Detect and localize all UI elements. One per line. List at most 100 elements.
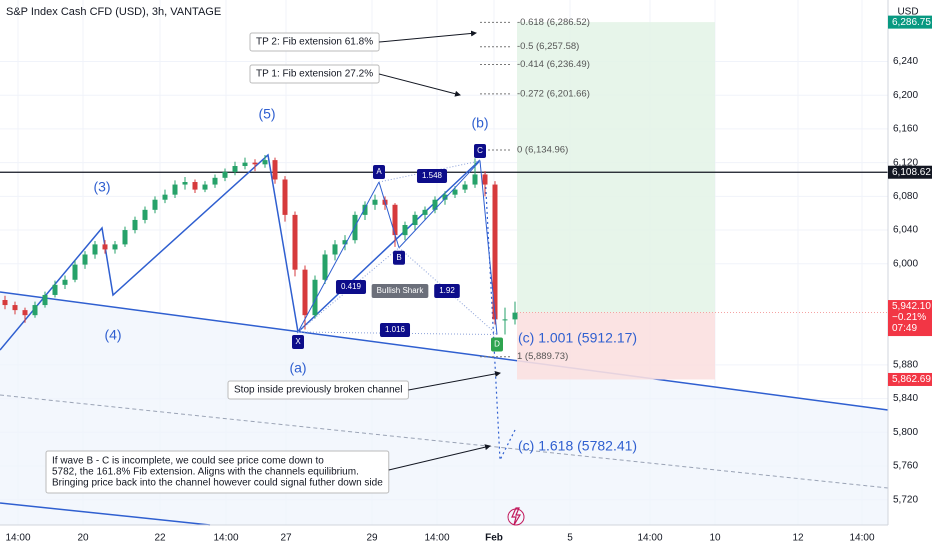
price-badge-label: 5,942.10 bbox=[892, 301, 931, 312]
candle-body bbox=[322, 254, 328, 280]
candle-body bbox=[292, 214, 298, 270]
pattern-point-label: B bbox=[396, 253, 401, 262]
pattern-leg bbox=[398, 160, 481, 249]
pattern-ratio-line bbox=[297, 247, 400, 333]
pattern-ratio-line bbox=[398, 247, 498, 335]
pattern-point bbox=[292, 335, 304, 350]
x-tick-label: 12 bbox=[792, 533, 804, 544]
channel-mid bbox=[0, 394, 889, 489]
currency: USD bbox=[897, 7, 918, 18]
plot: -0.618 (6,286.52) -0.5 (6,257.58) -0.414 (… bbox=[2, 17, 637, 494]
chart-title: S&P Index Cash CFD (USD), 3h, VANTAGE bbox=[6, 6, 221, 18]
candle-body bbox=[212, 177, 218, 185]
price-badge-label: 6,108.62 bbox=[892, 167, 931, 178]
wave-label: (3) bbox=[93, 179, 110, 195]
bar-countdown: 07:49 bbox=[892, 323, 917, 334]
candle-body bbox=[192, 182, 198, 190]
candle-body bbox=[42, 294, 48, 306]
event-icon-ring bbox=[507, 508, 525, 526]
note-line: 5782, the 161.8% Fib extension. Aligns w… bbox=[52, 467, 359, 478]
candle-body bbox=[92, 244, 98, 255]
pattern-point-label: D bbox=[494, 340, 500, 349]
y-tick-label: 5,760 bbox=[893, 461, 918, 472]
candle-body bbox=[462, 184, 468, 190]
profit-zone bbox=[517, 22, 715, 313]
pattern-ratio-box bbox=[416, 169, 448, 183]
candle-body bbox=[422, 209, 428, 215]
callout-arrow bbox=[378, 73, 461, 97]
wave-label: (c) 1.618 (5782.41) bbox=[518, 438, 637, 454]
x-tick-label: 10 bbox=[709, 533, 721, 544]
wave-line bbox=[0, 153, 481, 351]
x-tick-label: 20 bbox=[77, 533, 89, 544]
y-tick-label: 5,840 bbox=[893, 393, 918, 404]
candle-body bbox=[132, 219, 138, 231]
x-tick-label: Feb bbox=[485, 533, 503, 544]
x-tick-label: 5 bbox=[567, 533, 573, 544]
x-tick-label: 14:00 bbox=[213, 533, 238, 544]
candle-body bbox=[332, 244, 338, 255]
y-tick-label: 5,880 bbox=[893, 360, 918, 371]
callout-arrow bbox=[408, 370, 501, 391]
x-tick-label: 14:00 bbox=[637, 533, 662, 544]
pattern-ratio: 1.92 bbox=[439, 286, 455, 295]
pattern-point-label: A bbox=[376, 167, 382, 176]
callout-text: TP 2: Fib extension 61.8% bbox=[256, 37, 373, 48]
x-tick-label: 14:00 bbox=[849, 533, 874, 544]
candle-body bbox=[442, 194, 448, 200]
price-badge bbox=[888, 15, 932, 29]
loss-zone bbox=[517, 312, 715, 380]
candle-body bbox=[412, 214, 418, 225]
candle-body bbox=[152, 199, 158, 210]
price-badge-label: 5,862.69 bbox=[892, 374, 931, 385]
callout-arrow bbox=[379, 30, 477, 43]
pattern-name: Bullish Shark bbox=[377, 286, 425, 295]
x-tick-label: 22 bbox=[154, 533, 166, 544]
axes: 5,720 5,760 5,800 5,840 5,880 6,000 6,040 6,080… bbox=[5, 15, 932, 544]
pattern-ratio: 1.016 bbox=[385, 325, 406, 334]
candle-body bbox=[282, 179, 288, 215]
candle-body bbox=[232, 166, 238, 172]
fib-label: 0 (6,134.96) bbox=[517, 145, 568, 156]
wave-label: (c) 1.001 (5912.17) bbox=[518, 330, 637, 346]
candle-body bbox=[472, 174, 478, 185]
candle-body bbox=[32, 305, 38, 316]
y-tick-label: 5,800 bbox=[893, 427, 918, 438]
fib-label: -0.618 (6,286.52) bbox=[517, 17, 590, 28]
candle-body bbox=[82, 254, 88, 265]
candle-body bbox=[362, 204, 368, 215]
fib-label: 1 (5,889.73) bbox=[517, 351, 568, 362]
pattern-point bbox=[491, 337, 503, 352]
position bbox=[0, 22, 888, 380]
fib-label: -0.5 (6,257.58) bbox=[517, 41, 579, 52]
candle-body bbox=[2, 300, 8, 306]
candle-body bbox=[242, 162, 248, 167]
price-badge-label: 6,286.75 bbox=[892, 17, 931, 28]
y-tick-label: 6,200 bbox=[893, 90, 918, 101]
pattern-ratio-box bbox=[379, 323, 411, 337]
y-tick-label: 6,240 bbox=[893, 56, 918, 67]
pattern-point bbox=[474, 143, 486, 158]
candle-body bbox=[12, 305, 18, 311]
pattern-leg bbox=[479, 160, 498, 335]
candle-body bbox=[262, 160, 268, 165]
candle-body bbox=[62, 279, 68, 285]
candle-body bbox=[352, 214, 358, 241]
callout-text: Stop inside previously broken channel bbox=[234, 385, 402, 396]
candle-body bbox=[372, 199, 378, 205]
candle-body bbox=[432, 199, 438, 210]
candle-body bbox=[222, 171, 228, 178]
wave-label: (4) bbox=[104, 327, 121, 343]
candle-body bbox=[142, 209, 148, 220]
pattern-point-label: C bbox=[477, 146, 483, 155]
note-arrow bbox=[388, 444, 491, 471]
pattern-leg bbox=[297, 181, 380, 333]
candle-body bbox=[22, 310, 28, 316]
candle-body bbox=[452, 189, 458, 195]
candle-body bbox=[162, 194, 168, 200]
pattern-ratio: 1.548 bbox=[422, 171, 443, 180]
price-badge bbox=[888, 165, 932, 179]
x-tick-label: 14:00 bbox=[5, 533, 30, 544]
candle-body bbox=[272, 160, 278, 180]
